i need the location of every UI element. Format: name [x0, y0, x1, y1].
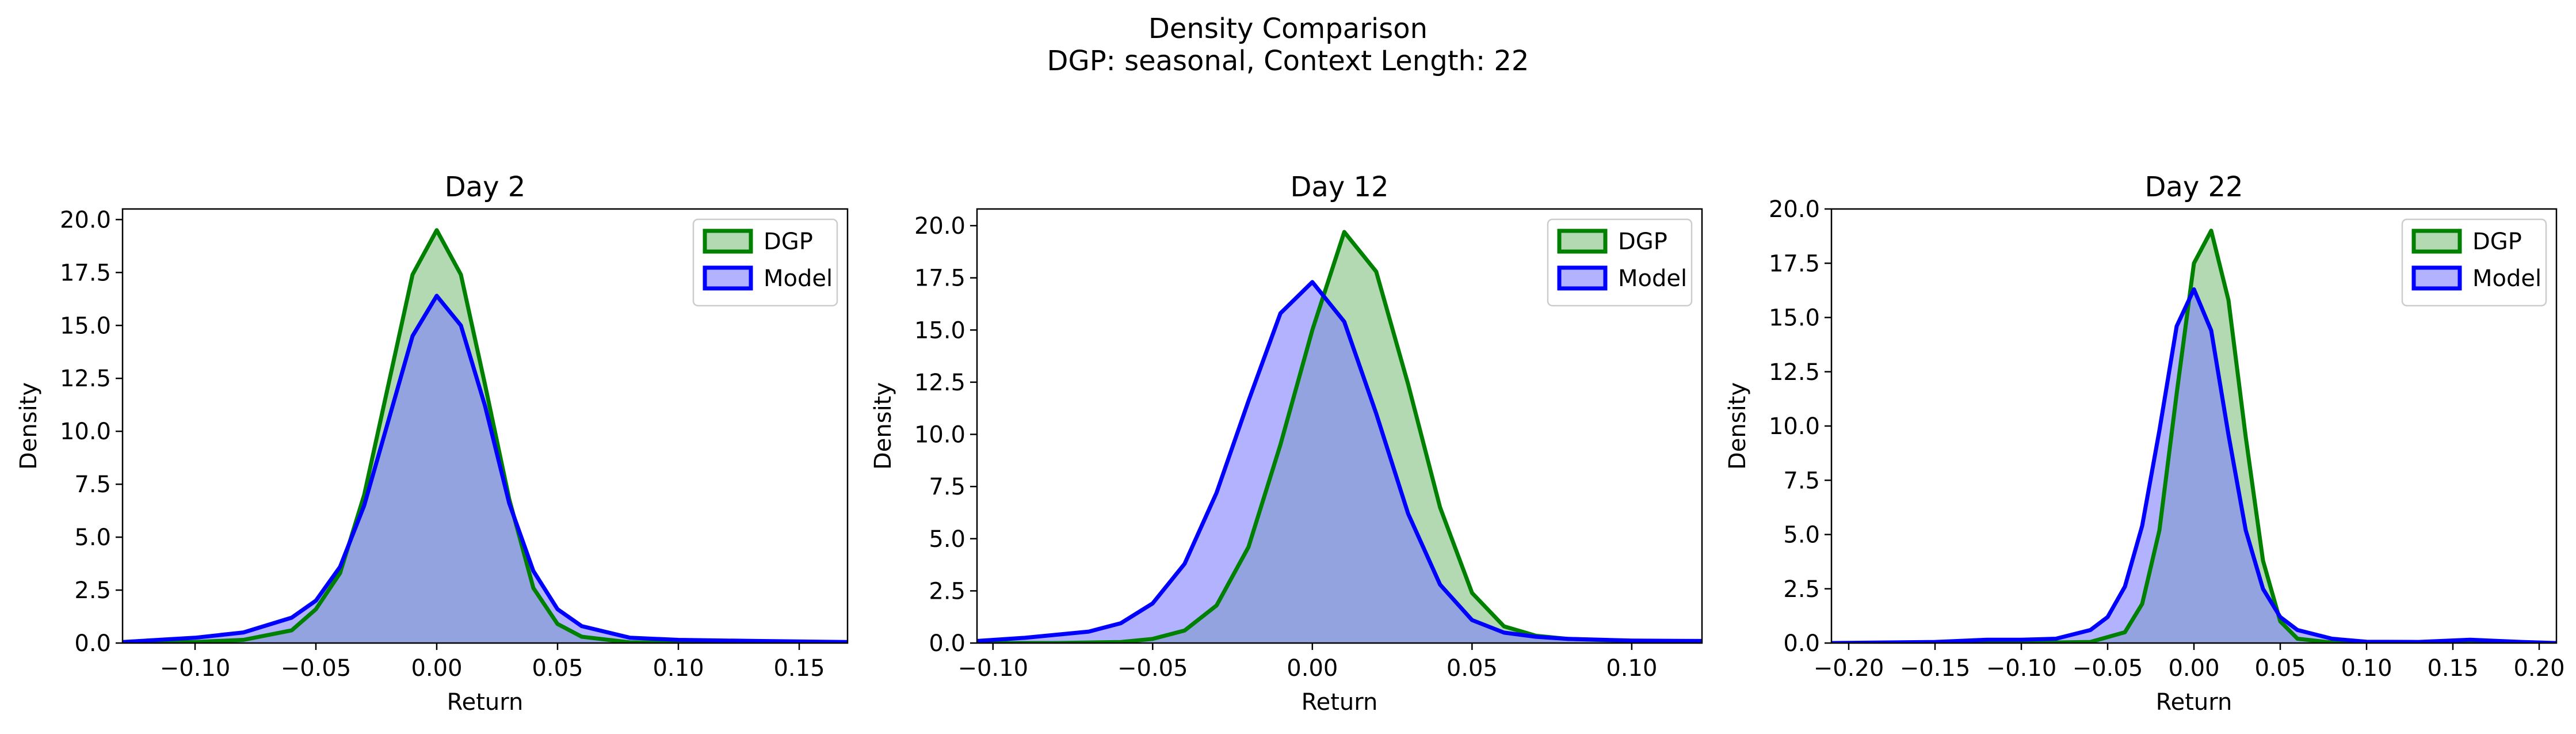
legend-swatch-model — [1557, 265, 1608, 291]
y-tick-label: 20.0 — [60, 207, 111, 233]
x-tick-label: 0.15 — [773, 655, 825, 682]
y-tick-label: 7.5 — [929, 474, 965, 500]
y-tick-label: 10.0 — [1769, 413, 1820, 440]
series-fill-model — [123, 295, 848, 643]
y-tick-label: 2.5 — [74, 577, 111, 604]
plot-area — [977, 230, 1702, 643]
series-fill-model — [1831, 289, 2556, 643]
x-axis-label: Return — [1302, 689, 1378, 716]
x-tick-label: 0.05 — [1447, 655, 1498, 682]
panel-title: Day 22 — [2144, 171, 2243, 203]
y-tick-label: 10.0 — [914, 422, 965, 448]
x-tick-label: 0.10 — [1606, 655, 1657, 682]
legend: DGP Model — [2401, 218, 2547, 307]
y-tick-label: 20.0 — [914, 213, 965, 239]
legend-swatch-dgp — [1557, 229, 1608, 254]
x-tick-label: 0.15 — [2427, 655, 2478, 682]
y-axis-label: Density — [1724, 382, 1751, 470]
x-tick-label: 0.20 — [2513, 655, 2564, 682]
y-tick-label: 20.0 — [1769, 196, 1820, 223]
x-axis-label: Return — [447, 689, 524, 716]
axes-frame — [121, 208, 849, 644]
y-tick-label: 17.5 — [1769, 250, 1820, 277]
y-tick-label: 15.0 — [914, 317, 965, 344]
panel-title: Day 12 — [1290, 171, 1388, 203]
y-tick-label: 12.5 — [914, 370, 965, 396]
y-tick-label: 2.5 — [1783, 576, 1820, 603]
x-tick-label: 0.00 — [1287, 655, 1338, 682]
x-tick-label: −0.05 — [1117, 655, 1188, 682]
legend-label-model: Model — [2472, 265, 2541, 292]
y-tick-label: 5.0 — [74, 524, 111, 551]
panel-title: Day 2 — [445, 171, 526, 203]
y-tick-label: 15.0 — [1769, 305, 1820, 332]
y-tick-label: 7.5 — [1783, 467, 1820, 494]
x-tick-label: 0.10 — [652, 655, 704, 682]
x-tick-label: −0.10 — [1986, 655, 2057, 682]
y-tick-label: 0.0 — [74, 630, 111, 657]
y-tick-label: 0.0 — [929, 630, 965, 657]
series-line-model — [977, 280, 1702, 643]
y-tick-label: 12.5 — [1769, 359, 1820, 386]
series-fill-model — [977, 282, 1702, 643]
legend-label-dgp: DGP — [1618, 229, 1667, 255]
figure-title: Density Comparison — [1148, 13, 1428, 45]
legend-label-dgp: DGP — [764, 229, 813, 255]
legend: DGP Model — [692, 218, 838, 307]
axes-frame — [976, 208, 1703, 644]
chart-panel-1: −0.10 −0.05 0.00 0.05 0.10 0.15 0.0 2.5 5.0 7.5 10… — [16, 171, 849, 716]
legend-swatch-model — [2411, 265, 2462, 291]
y-tick-label: 2.5 — [929, 578, 965, 604]
x-tick-label: −0.15 — [1900, 655, 1971, 682]
x-tick-label: −0.20 — [1814, 655, 1884, 682]
series-line-dgp — [123, 228, 848, 643]
plot-area — [123, 228, 848, 643]
x-tick-label: 0.00 — [2168, 655, 2219, 682]
x-tick-label: 0.05 — [2254, 655, 2306, 682]
y-tick-label: 7.5 — [74, 471, 111, 498]
y-tick-label: 17.5 — [60, 260, 111, 286]
y-tick-label: 5.0 — [929, 526, 965, 553]
y-tick-label: 17.5 — [914, 265, 965, 292]
legend-label-model: Model — [1618, 265, 1687, 292]
y-axis-label: Density — [16, 382, 42, 470]
series-line-dgp — [1831, 229, 2556, 643]
x-axis-label: Return — [2156, 689, 2232, 716]
x-tick-label: 0.10 — [2341, 655, 2392, 682]
series-line-model — [1831, 287, 2556, 643]
series-line-model — [123, 294, 848, 643]
legend: DGP Model — [1547, 218, 1693, 307]
x-tick-label: −0.05 — [2073, 655, 2143, 682]
legend-label-model: Model — [764, 265, 833, 292]
y-tick-label: 0.0 — [1783, 630, 1820, 657]
x-tick-label: −0.05 — [281, 655, 352, 682]
y-axis-label: Density — [870, 382, 896, 470]
chart-panel-3: −0.20 −0.15 −0.10 −0.05 0.00 0.05 0.10 0.15 0.20… — [1724, 171, 2565, 716]
chart-panel-2: −0.10 −0.05 0.00 0.05 0.10 0.0 2.5 5.0 7.5 10.0 12… — [870, 171, 1703, 716]
x-tick-label: 0.00 — [411, 655, 462, 682]
legend-swatch-model — [703, 265, 753, 291]
y-tick-label: 10.0 — [60, 419, 111, 445]
y-tick-label: 12.5 — [60, 366, 111, 392]
legend-swatch-dgp — [2411, 229, 2462, 254]
y-tick-label: 15.0 — [60, 313, 111, 339]
legend-label-dgp: DGP — [2472, 229, 2522, 255]
x-tick-label: −0.10 — [957, 655, 1028, 682]
figure-subtitle: DGP: seasonal, Context Length: 22 — [1047, 45, 1529, 77]
plot-area — [1831, 229, 2556, 643]
x-tick-label: 0.05 — [532, 655, 583, 682]
legend-swatch-dgp — [703, 229, 753, 254]
x-tick-label: −0.10 — [160, 655, 231, 682]
y-tick-label: 5.0 — [1783, 522, 1820, 549]
